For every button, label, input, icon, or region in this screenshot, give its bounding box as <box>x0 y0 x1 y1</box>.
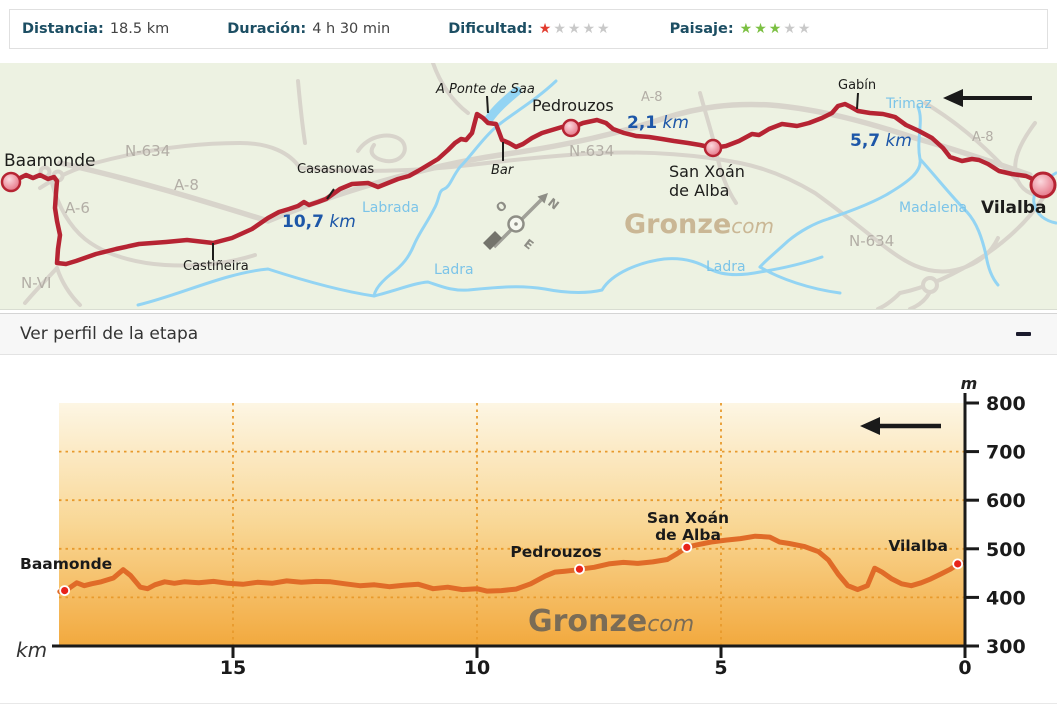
map-label: N-634 <box>569 142 615 160</box>
map-direction-arrow-icon <box>943 89 1032 107</box>
profile-point-label: de Alba <box>655 526 721 544</box>
map-label: N-VI <box>21 274 52 292</box>
route-map-canvas: O N E <box>0 63 1057 309</box>
map-label: A-6 <box>65 199 90 217</box>
town-markers-layer <box>0 118 1057 199</box>
compass-letter: N <box>545 195 562 212</box>
map-label: Vilalba <box>981 198 1047 218</box>
star-on-icon: ★ <box>754 21 769 37</box>
map-label: A-8 <box>972 130 994 145</box>
x-tick-label: 0 <box>958 657 971 679</box>
profile-point-label: Baamonde <box>20 555 112 573</box>
x-tick-label: 15 <box>220 657 246 679</box>
duration-label: Duración: <box>227 21 307 37</box>
map-watermark: Gronzecom <box>624 209 774 240</box>
y-axis-unit: m <box>961 374 978 393</box>
profile-point-marker <box>952 558 964 570</box>
star-off-icon: ★ <box>783 21 798 37</box>
y-tick-label: 400 <box>986 587 1026 609</box>
chart-plot-area <box>59 403 965 646</box>
compass-letter: O <box>493 198 510 215</box>
town-marker <box>0 171 22 193</box>
scenery-label: Paisaje: <box>669 21 734 37</box>
segment-distance-label: 10,7 km <box>282 212 356 232</box>
y-tick-label: 600 <box>986 490 1026 512</box>
star-off-icon: ★ <box>597 21 612 37</box>
map-label: A-8 <box>174 176 199 194</box>
chart-direction-arrow-icon <box>860 417 941 435</box>
star-on-icon: ★ <box>739 21 755 37</box>
profile-point-marker <box>681 541 693 553</box>
chart-axis-labels: 300 400 500 600 700 800 15 10 5 0 m km <box>16 374 1026 679</box>
map-label: N-634 <box>849 232 895 250</box>
scenery-star-rating: ★★★★★ <box>740 22 813 36</box>
distance-info: Distancia: 18.5 km <box>22 21 169 37</box>
star-on-icon: ★ <box>768 21 784 37</box>
compass-icon: O N E <box>483 193 562 252</box>
star-off-icon: ★ <box>797 21 813 37</box>
place-ticks <box>212 92 859 260</box>
duration-value: 4 h 30 min <box>312 21 391 37</box>
map-label: A-8 <box>641 90 663 105</box>
map-label: Ladra <box>706 259 746 275</box>
map-label: A Ponte de Saa <box>436 82 535 97</box>
x-axis-unit: km <box>16 638 47 662</box>
segment-distance-label: 2,1 km <box>627 113 689 133</box>
map-label: Castiñeira <box>183 259 249 274</box>
difficulty-label: Dificultad: <box>448 21 533 37</box>
x-tick-label: 5 <box>714 657 727 679</box>
route-line <box>8 101 1046 267</box>
y-tick-label: 500 <box>986 539 1026 561</box>
star-off-icon: ★ <box>567 21 583 37</box>
segment-distance-label: 5,7 km <box>850 131 912 151</box>
duration-info: Duración: 4 h 30 min <box>227 21 390 37</box>
map-label: Baamonde <box>4 151 96 171</box>
map-label: N-634 <box>125 142 171 160</box>
elevation-line <box>57 533 966 595</box>
map-label: Pedrouzos <box>532 96 614 115</box>
star-on-icon: ★ <box>538 21 554 37</box>
y-tick-label: 700 <box>986 442 1026 464</box>
map-label: Trimaz <box>886 96 932 112</box>
profile-toggle-header[interactable]: Ver perfil de la etapa <box>0 313 1057 355</box>
profile-point-marker <box>574 563 585 575</box>
distance-label: Distancia: <box>22 21 104 37</box>
profile-point-label: San Xoán <box>647 509 729 527</box>
scenery-info: Paisaje: ★★★★★ <box>670 21 813 37</box>
profile-point-marker <box>59 585 71 596</box>
difficulty-star-rating: ★★★★★ <box>539 22 612 36</box>
town-marker <box>1029 171 1057 199</box>
star-off-icon: ★ <box>582 21 598 37</box>
town-marker <box>561 118 581 138</box>
collapse-minus-icon[interactable] <box>1016 332 1031 336</box>
map-label: Labrada <box>362 200 420 216</box>
profile-point-label: Vilalba <box>888 537 948 555</box>
elevation-profile-section: 300 400 500 600 700 800 15 10 5 0 m km Gronzecom Baam… <box>0 355 1057 704</box>
stage-info-bar: Distancia: 18.5 km Duración: 4 h 30 min … <box>9 9 1048 49</box>
difficulty-info: Dificultad: ★★★★★ <box>448 21 611 37</box>
map-label: Gabín <box>838 78 877 93</box>
map-label: Madalena <box>899 200 968 216</box>
chart-axes <box>52 393 979 658</box>
compass-letter: E <box>521 236 536 252</box>
town-marker <box>703 138 723 158</box>
map-label: Ladra <box>434 262 474 278</box>
x-tick-label: 10 <box>464 657 490 679</box>
map-label: San Xoán de Alba <box>669 162 745 200</box>
map-label: Casasnovas <box>297 162 375 177</box>
profile-toggle-label: Ver perfil de la etapa <box>20 324 199 344</box>
y-tick-label: 300 <box>986 636 1026 658</box>
star-off-icon: ★ <box>553 21 568 37</box>
map-label: Bar <box>491 163 514 178</box>
profile-point-label: Pedrouzos <box>510 543 601 561</box>
y-tick-label: 800 <box>986 393 1026 415</box>
distance-value: 18.5 km <box>109 21 170 37</box>
